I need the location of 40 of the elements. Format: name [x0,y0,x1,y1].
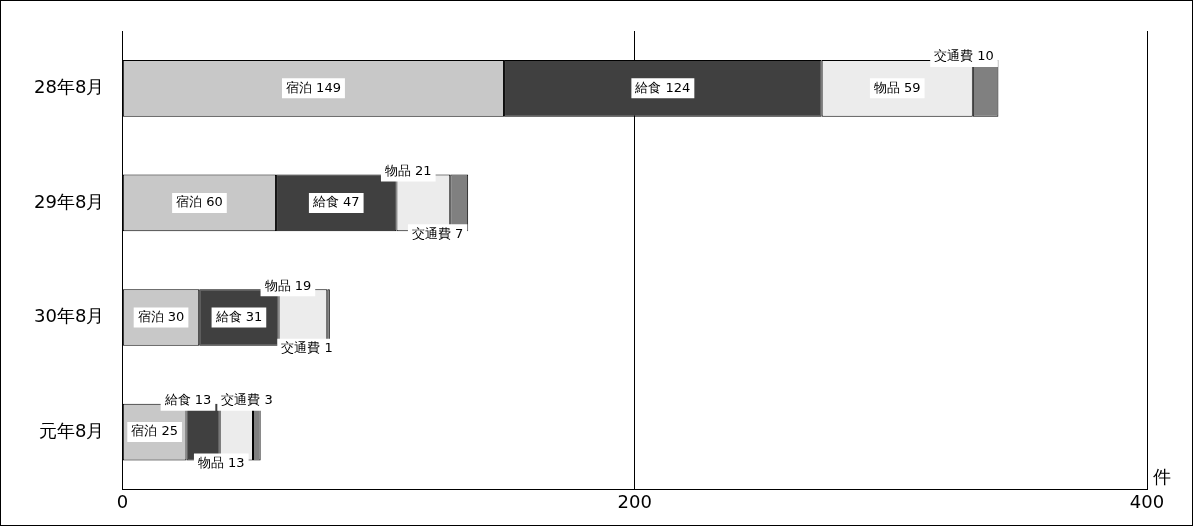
data-label: 60 [206,194,223,210]
data-label: 3 [264,392,273,408]
series-label: 宿泊 [131,423,158,439]
x-tick-label: 200 [617,490,652,512]
text: 物品 [873,79,900,95]
data-label: 10 [977,48,994,64]
data-label: 47 [343,194,360,210]
y-tick-label: 28年8月 [34,75,105,97]
text: 給食 [312,194,339,210]
y-tick-label: 30年8月 [34,305,105,327]
text: 交通費 [221,392,261,408]
data-label: 13 [228,454,245,470]
y-tick-label: 元年8月 [38,419,105,441]
series-label: 給食 [163,392,191,408]
text: 物品 [197,454,224,470]
data-label: 19 [294,277,312,293]
text: 宿泊 [285,79,312,95]
text: 給食 [635,79,662,95]
text: 宿泊 [137,308,164,324]
x-axis-title: 件 [1153,466,1171,488]
data-label: 1 [324,340,333,356]
data-label: 124 [665,79,691,95]
data-label: 25 [161,423,178,439]
y-tick-label: 29年8月 [34,190,105,212]
data-label: 149 [316,79,341,95]
data-label: 59 [904,79,921,95]
data-label: 30 [167,308,185,324]
data-label: 21 [415,162,432,178]
text: 交通費 [934,48,974,64]
data-label: 13 [194,392,212,408]
series-label: 交通費 [411,225,451,241]
data-label: 31 [245,308,263,324]
data-label: 7 [455,225,464,241]
series-label: 物品 [384,162,411,178]
text: 給食 [215,308,242,324]
text: 物品 [264,277,291,293]
x-tick-label: 0 [116,490,129,512]
text: 交通費 [281,340,321,356]
text: 宿泊 [176,194,203,210]
x-tick-label: 400 [1129,490,1165,512]
